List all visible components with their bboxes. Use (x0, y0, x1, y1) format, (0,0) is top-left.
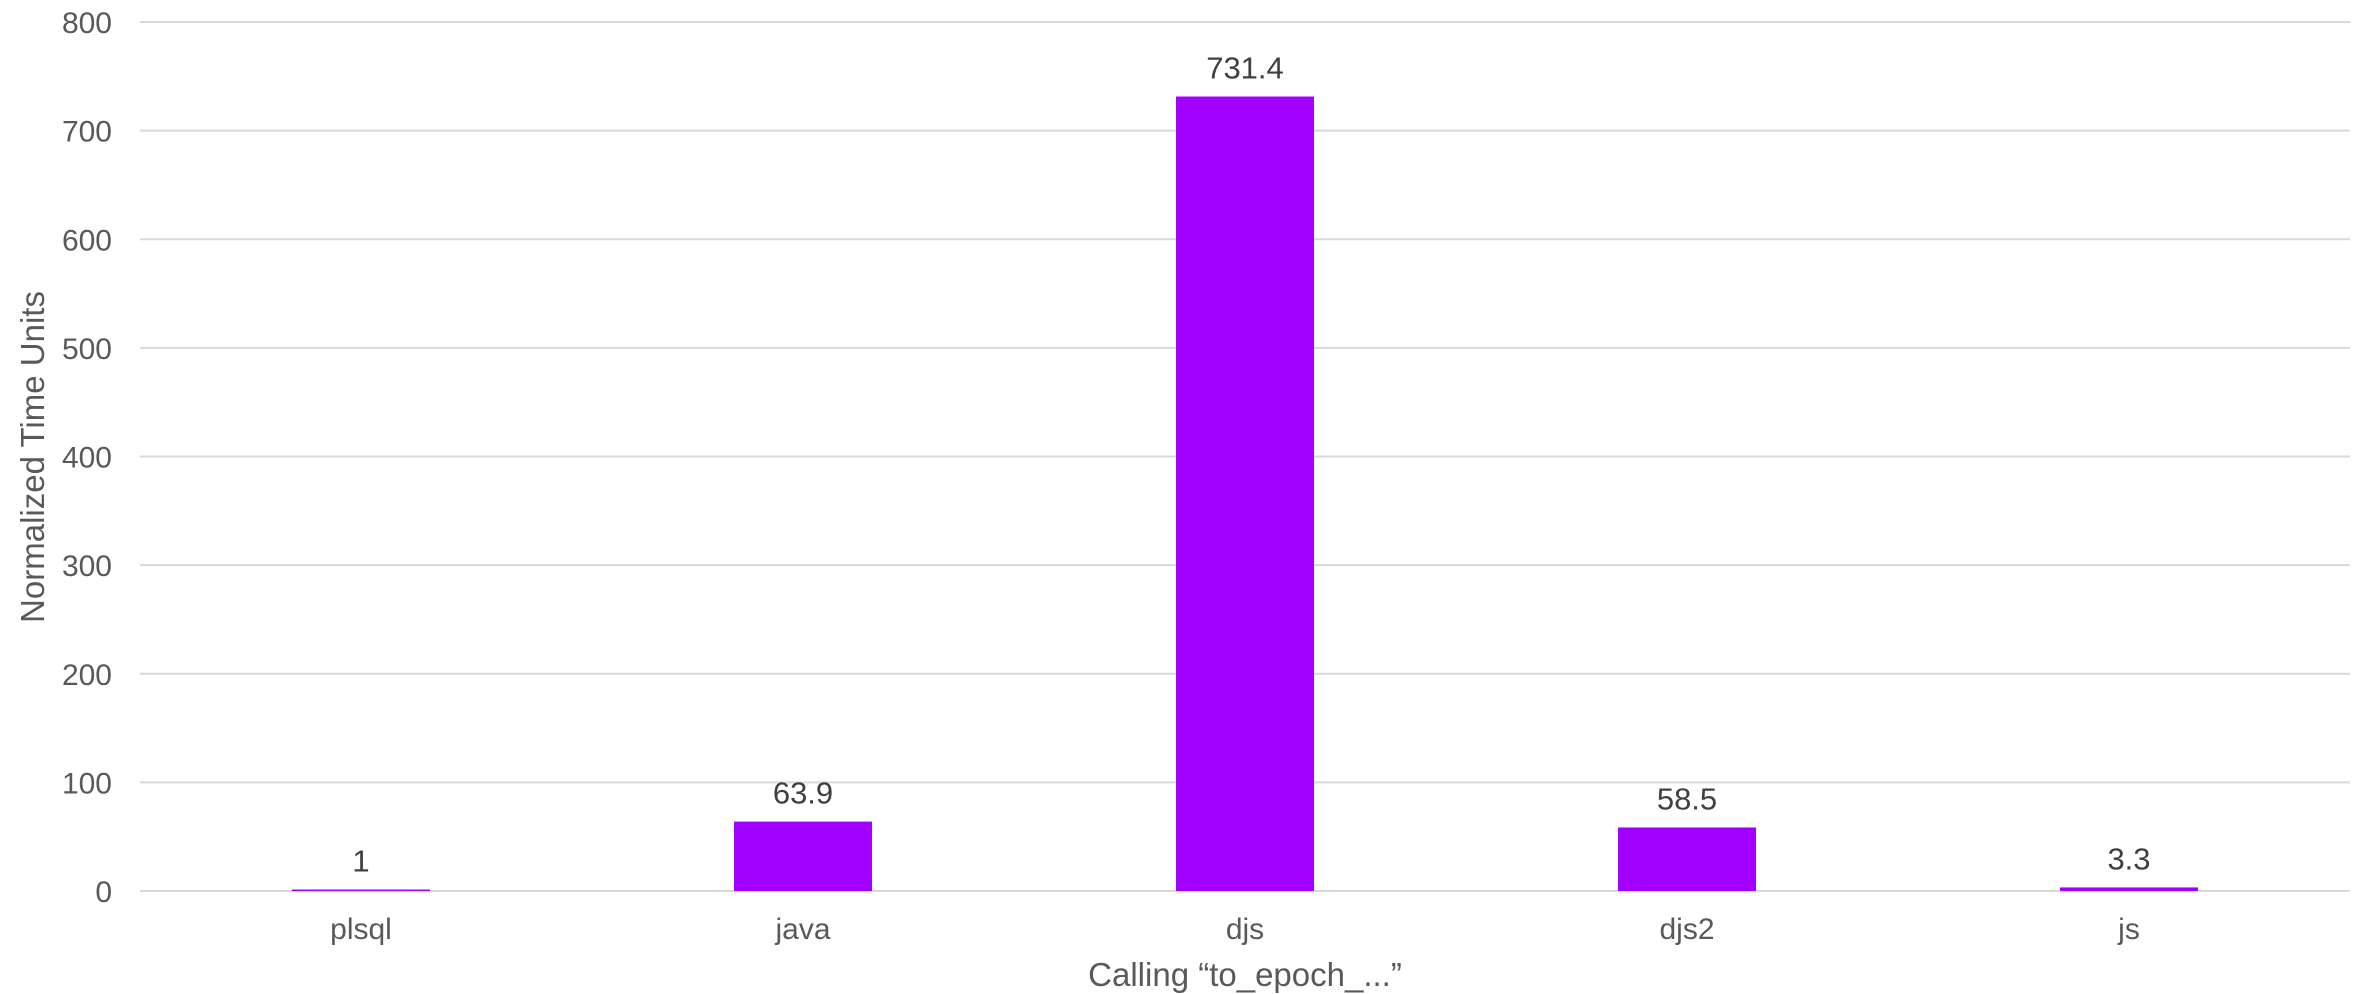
data-label-plsql: 1 (352, 844, 369, 879)
y-axis-title: Normalized Time Units (14, 291, 51, 623)
y-tick-label: 0 (95, 876, 112, 909)
data-label-java: 63.9 (773, 776, 833, 811)
y-tick-label: 200 (62, 659, 112, 692)
data-label-djs: 731.4 (1206, 51, 1284, 86)
x-tick-label-djs2: djs2 (1659, 913, 1714, 946)
x-tick-label-plsql: plsql (330, 913, 392, 946)
y-tick-label: 600 (62, 224, 112, 257)
y-tick-label: 400 (62, 442, 112, 475)
y-tick-label: 800 (62, 7, 112, 40)
x-tick-label-java: java (774, 913, 830, 946)
data-label-djs2: 58.5 (1657, 781, 1717, 816)
bar-js (2060, 887, 2198, 891)
y-tick-label: 100 (62, 767, 112, 800)
y-tick-label: 500 (62, 333, 112, 366)
x-axis-title: Calling “to_epoch_...” (1088, 956, 1402, 993)
data-labels: 1 63.9 731.4 58.5 3.3 (352, 51, 2150, 879)
x-axis-ticks: plsql java djs djs2 js (330, 913, 2140, 946)
bar-djs (1176, 96, 1314, 892)
y-axis-ticks: 0 100 200 300 400 500 600 700 800 (62, 7, 112, 909)
data-label-js: 3.3 (2107, 841, 2150, 876)
bars (292, 96, 2198, 892)
bar-java (734, 821, 872, 891)
bar-djs2 (1618, 827, 1756, 891)
y-tick-label: 700 (62, 116, 112, 149)
y-tick-label: 300 (62, 550, 112, 583)
bar-plsql (292, 889, 430, 891)
x-tick-label-djs: djs (1226, 913, 1264, 946)
x-tick-label-js: js (2117, 913, 2140, 946)
